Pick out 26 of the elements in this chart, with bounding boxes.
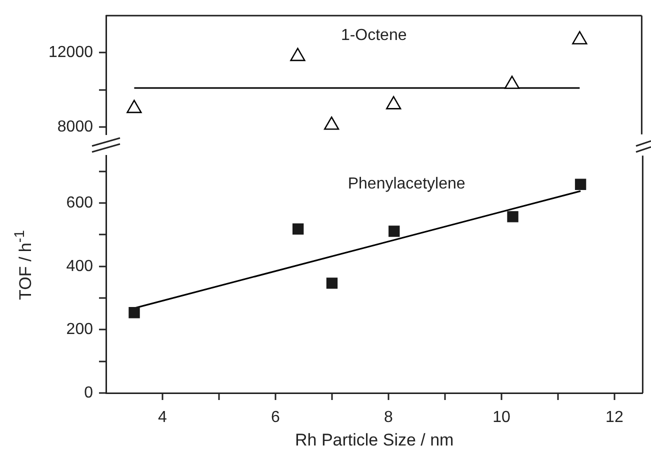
y-tick-label: 400 <box>66 258 94 275</box>
x-tick-label: 10 <box>492 409 510 426</box>
y-tick-label: 12000 <box>48 44 94 62</box>
point <box>504 76 520 89</box>
y-tick-label: 8000 <box>57 118 94 136</box>
x-axis-title: Rh Particle Size / nm <box>294 430 454 450</box>
y-tick-label: 200 <box>66 321 94 338</box>
point <box>386 96 402 110</box>
text: Phenylacetylene <box>348 175 466 192</box>
x-tick-label: 4 <box>158 409 168 426</box>
y-tick-label: 0 <box>84 384 94 402</box>
point <box>126 100 142 114</box>
point <box>324 116 340 130</box>
point <box>507 211 518 222</box>
point <box>388 226 400 237</box>
y-tick-label: 600 <box>66 194 94 212</box>
point <box>572 31 588 44</box>
point <box>290 48 306 62</box>
x-tick-label: 6 <box>271 409 280 426</box>
text: 1-Octene <box>340 27 407 44</box>
point <box>574 178 586 190</box>
point <box>292 223 304 235</box>
point <box>128 307 140 318</box>
x-tick-label: 8 <box>384 409 394 426</box>
point <box>326 278 338 289</box>
x-tick-label: 12 <box>606 409 624 426</box>
